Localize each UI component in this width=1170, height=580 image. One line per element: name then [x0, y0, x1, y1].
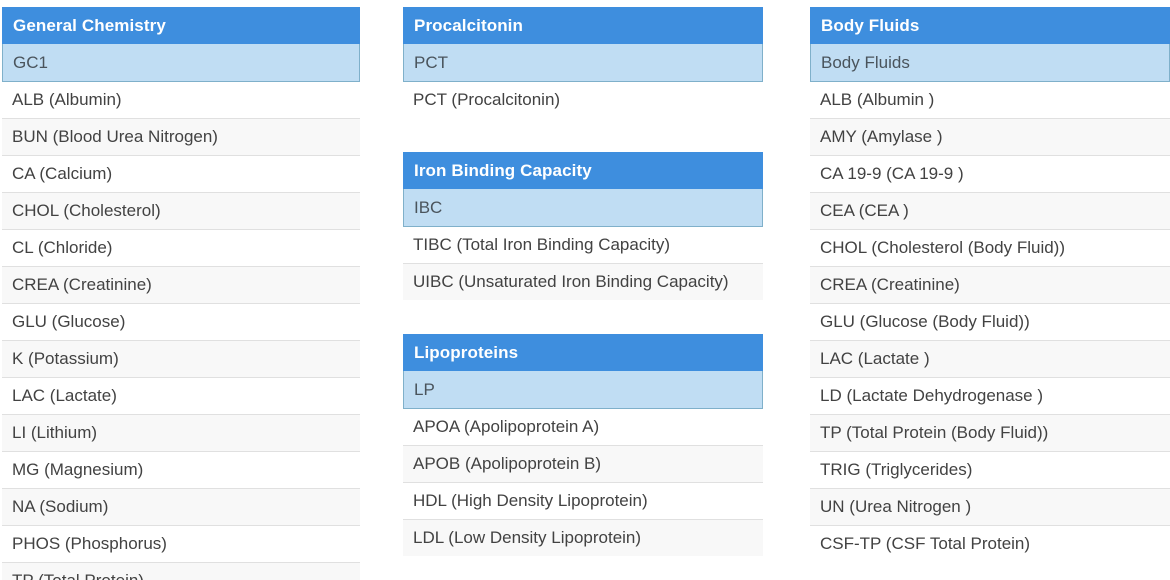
test-item[interactable]: CHOL (Cholesterol)	[2, 193, 360, 230]
test-item[interactable]: CREA (Creatinine)	[810, 267, 1170, 304]
test-item[interactable]: CSF-TP (CSF Total Protein)	[810, 526, 1170, 562]
test-list: APOA (Apolipoprotein A) APOB (Apolipoprot…	[403, 409, 763, 556]
test-item[interactable]: ALB (Albumin)	[2, 82, 360, 119]
group-body-fluids: Body Fluids Body Fluids ALB (Albumin ) AM…	[810, 7, 1170, 562]
group-iron-binding-capacity: Iron Binding Capacity IBC TIBC (Total Ir…	[403, 152, 763, 300]
test-item[interactable]: LAC (Lactate)	[2, 378, 360, 415]
test-item[interactable]: CA 19-9 (CA 19-9 )	[810, 156, 1170, 193]
test-item[interactable]: PHOS (Phosphorus)	[2, 526, 360, 563]
test-item[interactable]: TIBC (Total Iron Binding Capacity)	[403, 227, 763, 264]
column-left: General Chemistry GC1 ALB (Albumin) BUN (…	[2, 7, 360, 580]
group-header[interactable]: Lipoproteins	[403, 334, 763, 371]
selected-panel-row[interactable]: Body Fluids	[810, 44, 1170, 82]
test-item[interactable]: ALB (Albumin )	[810, 82, 1170, 119]
test-item[interactable]: K (Potassium)	[2, 341, 360, 378]
test-item[interactable]: NA (Sodium)	[2, 489, 360, 526]
test-list: PCT (Procalcitonin)	[403, 82, 763, 118]
group-title: General Chemistry	[13, 15, 166, 35]
test-item[interactable]: PCT (Procalcitonin)	[403, 82, 763, 118]
group-title: Body Fluids	[821, 15, 920, 35]
test-item[interactable]: APOB (Apolipoprotein B)	[403, 446, 763, 483]
test-item[interactable]: GLU (Glucose)	[2, 304, 360, 341]
column-right: Body Fluids Body Fluids ALB (Albumin ) AM…	[810, 7, 1170, 562]
selected-panel-label: LP	[414, 379, 435, 399]
test-item[interactable]: LI (Lithium)	[2, 415, 360, 452]
group-title: Procalcitonin	[414, 15, 523, 35]
group-header[interactable]: Procalcitonin	[403, 7, 763, 44]
group-title: Lipoproteins	[414, 342, 519, 362]
test-item[interactable]: LD (Lactate Dehydrogenase )	[810, 378, 1170, 415]
test-item[interactable]: HDL (High Density Lipoprotein)	[403, 483, 763, 520]
selected-panel-row[interactable]: GC1	[2, 44, 360, 82]
group-header[interactable]: Iron Binding Capacity	[403, 152, 763, 189]
group-lipoproteins: Lipoproteins LP APOA (Apolipoprotein A) A…	[403, 334, 763, 556]
group-header[interactable]: Body Fluids	[810, 7, 1170, 44]
test-item[interactable]: TRIG (Triglycerides)	[810, 452, 1170, 489]
group-header[interactable]: General Chemistry	[2, 7, 360, 44]
selected-panel-row[interactable]: IBC	[403, 189, 763, 227]
selected-panel-row[interactable]: LP	[403, 371, 763, 409]
column-middle: Procalcitonin PCT PCT (Procalcitonin) Ir…	[403, 7, 763, 556]
test-item[interactable]: LDL (Low Density Lipoprotein)	[403, 520, 763, 556]
test-list: TIBC (Total Iron Binding Capacity) UIBC (…	[403, 227, 763, 300]
test-item[interactable]: CL (Chloride)	[2, 230, 360, 267]
test-item[interactable]: CEA (CEA )	[810, 193, 1170, 230]
selected-panel-label: IBC	[414, 197, 443, 217]
test-list: ALB (Albumin ) AMY (Amylase ) CA 19-9 (CA …	[810, 82, 1170, 562]
group-title: Iron Binding Capacity	[414, 160, 592, 180]
selected-panel-row[interactable]: PCT	[403, 44, 763, 82]
selected-panel-label: GC1	[13, 52, 48, 72]
selected-panel-label: PCT	[414, 52, 448, 72]
test-item[interactable]: GLU (Glucose (Body Fluid))	[810, 304, 1170, 341]
test-item[interactable]: UIBC (Unsaturated Iron Binding Capacity)	[403, 264, 763, 300]
test-item[interactable]: AMY (Amylase )	[810, 119, 1170, 156]
test-list: ALB (Albumin) BUN (Blood Urea Nitrogen) CA…	[2, 82, 360, 580]
group-procalcitonin: Procalcitonin PCT PCT (Procalcitonin)	[403, 7, 763, 118]
test-item[interactable]: CREA (Creatinine)	[2, 267, 360, 304]
test-item[interactable]: LAC (Lactate )	[810, 341, 1170, 378]
test-item[interactable]: APOA (Apolipoprotein A)	[403, 409, 763, 446]
test-item[interactable]: MG (Magnesium)	[2, 452, 360, 489]
selected-panel-label: Body Fluids	[821, 52, 910, 72]
test-item[interactable]: BUN (Blood Urea Nitrogen)	[2, 119, 360, 156]
test-item[interactable]: TP (Total Protein)	[2, 563, 360, 580]
test-item[interactable]: CA (Calcium)	[2, 156, 360, 193]
test-item[interactable]: CHOL (Cholesterol (Body Fluid))	[810, 230, 1170, 267]
test-item[interactable]: UN (Urea Nitrogen )	[810, 489, 1170, 526]
test-item[interactable]: TP (Total Protein (Body Fluid))	[810, 415, 1170, 452]
group-general-chemistry: General Chemistry GC1 ALB (Albumin) BUN (…	[2, 7, 360, 580]
